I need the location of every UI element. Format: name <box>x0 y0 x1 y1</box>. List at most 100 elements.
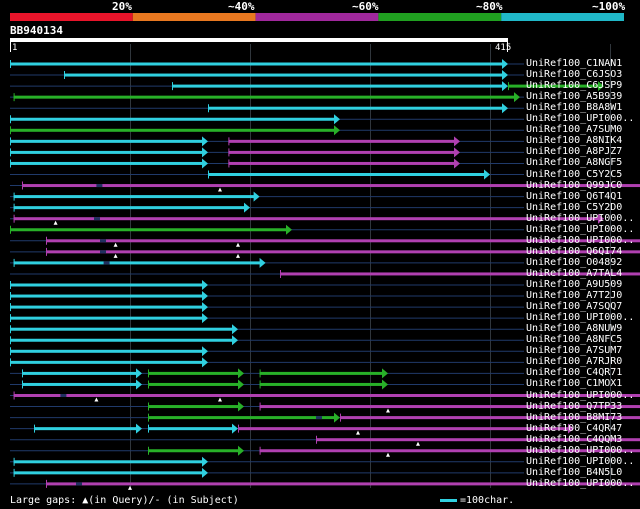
scale-bar-segment <box>10 13 133 21</box>
segment-arrow <box>502 103 508 114</box>
scale-bar-segment <box>501 13 624 21</box>
segment-arrow <box>202 357 208 368</box>
scale-label-20: 20% <box>112 0 132 13</box>
hit-segment <box>259 382 384 386</box>
hit-segment <box>10 338 234 342</box>
hit-label[interactable]: UniRef100_UPI000.. <box>526 212 635 224</box>
segment-arrow <box>286 224 292 235</box>
hit-label[interactable]: UniRef100_C5Y2C5 <box>526 168 623 180</box>
hit-label[interactable]: UniRef100_A7SQQ7 <box>526 301 623 313</box>
segment-arrow <box>238 368 244 379</box>
query-name: BB940134 <box>10 24 63 37</box>
hit-label[interactable]: UniRef100_UPI000.. <box>526 312 635 324</box>
hit-label[interactable]: UniRef100_C1NAN1 <box>526 58 623 69</box>
hit-segment <box>10 327 234 331</box>
hit-label[interactable]: UniRef100_C6JSP9 <box>526 80 623 92</box>
hit-segment <box>13 206 246 210</box>
hit-segment <box>10 150 204 154</box>
query-gap-marker <box>236 242 240 247</box>
hit-segment <box>46 482 640 486</box>
hit-label[interactable]: UniRef100_A7TAL4 <box>526 267 623 279</box>
hit-label[interactable]: UniRef100_Q7TP33 <box>526 400 623 412</box>
hit-label[interactable]: UniRef100_UPI000.. <box>526 389 635 401</box>
query-gap-marker <box>94 397 99 402</box>
segment-arrow <box>502 70 508 81</box>
hit-label[interactable]: UniRef100_C6JSO3 <box>526 69 623 81</box>
hit-label[interactable]: UniRef100_A7T2J0 <box>526 290 623 302</box>
hit-segment <box>46 239 640 243</box>
hit-label[interactable]: UniRef100_UPI000.. <box>526 477 635 489</box>
hit-label[interactable]: UniRef100_C5Y2D0 <box>526 201 623 213</box>
hit-segment <box>148 371 240 375</box>
hit-label[interactable]: UniRef100_A8NGF5 <box>526 157 623 169</box>
hit-label[interactable]: UniRef100_A7SUM7 <box>526 345 623 357</box>
hit-label[interactable]: UniRef100_B8A8W1 <box>526 102 623 114</box>
hit-segment <box>10 316 204 320</box>
scale-bar-segment <box>378 13 502 21</box>
query-gap-marker <box>218 397 222 402</box>
hit-segment <box>148 405 240 409</box>
query-gap-marker <box>218 187 222 192</box>
segment-arrow <box>334 412 340 423</box>
scale-legend: =100char. <box>460 495 515 506</box>
hit-label[interactable]: UniRef100_C1MOX1 <box>526 378 623 390</box>
hit-label[interactable]: UniRef100_O04892 <box>526 256 623 268</box>
hit-label[interactable]: UniRef100_Q6T4Q1 <box>526 190 623 202</box>
segment-arrow <box>502 81 508 92</box>
hit-segment <box>10 305 204 309</box>
hit-segment <box>13 217 601 221</box>
hit-label[interactable]: UniRef100_A5B939 <box>526 91 623 103</box>
segment-arrow <box>502 59 508 69</box>
hit-segment <box>228 161 456 165</box>
hit-label[interactable]: UniRef100_UPI000.. <box>526 223 635 235</box>
hit-segment <box>13 261 262 265</box>
segment-arrow <box>202 158 208 169</box>
hit-label[interactable]: UniRef100_A7RJR0 <box>526 356 623 368</box>
hit-label[interactable]: UniRef100_UPI000.. <box>526 444 635 456</box>
subject-gap-marker <box>60 394 67 397</box>
hit-label[interactable]: UniRef100_Q6QI74 <box>526 245 623 257</box>
query-gap-marker <box>236 253 240 258</box>
segment-arrow <box>568 423 574 434</box>
scale-label-60: ~60% <box>352 0 379 13</box>
hit-label[interactable]: UniRef100_C4QQM3 <box>526 433 623 445</box>
segment-arrow <box>202 346 208 357</box>
hit-label[interactable]: UniRef100_A9U509 <box>526 279 623 290</box>
hit-segment <box>10 139 204 143</box>
segment-arrow <box>202 147 208 158</box>
hit-segment <box>13 95 516 99</box>
hit-label[interactable]: UniRef100_UPI000.. <box>526 234 635 246</box>
segment-arrow <box>244 202 250 213</box>
query-gap-marker <box>128 485 132 490</box>
hit-label[interactable]: UniRef100_B4N5L0 <box>526 466 623 478</box>
subject-gap-marker <box>96 184 103 188</box>
hit-label[interactable]: UniRef100_C4QR47 <box>526 422 623 434</box>
hit-segment <box>208 106 504 110</box>
hit-segment <box>238 427 570 431</box>
scale-bar-segment <box>255 13 379 21</box>
hit-label[interactable]: UniRef100_A8NFC5 <box>526 334 623 346</box>
hit-segment <box>46 250 640 254</box>
hit-label[interactable]: UniRef100_A8NIK4 <box>526 135 623 147</box>
query-gap-marker <box>113 242 118 247</box>
hit-segment <box>22 371 138 375</box>
hit-label[interactable]: UniRef100_C4QR71 <box>526 367 623 379</box>
hit-segment <box>340 416 640 420</box>
hit-segment <box>13 460 204 464</box>
hit-label[interactable]: UniRef100_A8NUW9 <box>526 323 623 335</box>
segment-arrow <box>232 335 238 346</box>
segment-arrow <box>484 169 490 180</box>
segment-arrow <box>334 114 340 125</box>
hit-label[interactable]: UniRef100_A7SUM0 <box>526 124 623 136</box>
scale-label-80: ~80% <box>476 0 503 13</box>
hit-label[interactable]: UniRef100_B8MI73 <box>526 411 623 423</box>
hit-label[interactable]: UniRef100_A8PJZ7 <box>526 146 623 158</box>
hit-label[interactable]: UniRef100_Q99JC0 <box>526 179 623 191</box>
hit-segment <box>34 427 138 431</box>
segment-arrow <box>514 92 520 103</box>
hit-label[interactable]: UniRef100_UPI000.. <box>526 113 635 125</box>
hit-label[interactable]: UniRef100_UPI000.. <box>526 455 635 467</box>
scale-label-40: ~40% <box>228 0 255 13</box>
subject-gap-marker <box>100 250 106 254</box>
